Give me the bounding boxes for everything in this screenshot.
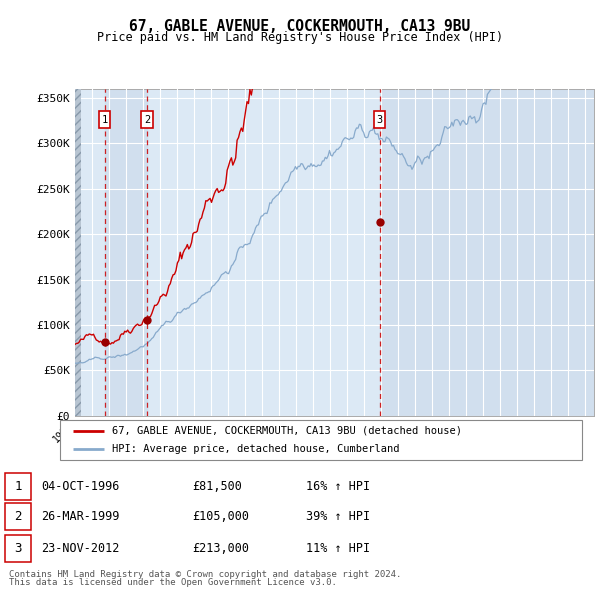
FancyBboxPatch shape — [142, 111, 152, 128]
Text: 1: 1 — [101, 114, 108, 124]
FancyBboxPatch shape — [60, 420, 582, 460]
Text: Price paid vs. HM Land Registry's House Price Index (HPI): Price paid vs. HM Land Registry's House … — [97, 31, 503, 44]
Text: 1: 1 — [14, 480, 22, 493]
Bar — [105, 88, 147, 416]
Bar — [380, 88, 594, 416]
Text: 3: 3 — [14, 542, 22, 555]
Text: £81,500: £81,500 — [192, 480, 242, 493]
Text: 23-NOV-2012: 23-NOV-2012 — [41, 542, 119, 555]
Text: 26-MAR-1999: 26-MAR-1999 — [41, 510, 119, 523]
Text: 67, GABLE AVENUE, COCKERMOUTH, CA13 9BU (detached house): 67, GABLE AVENUE, COCKERMOUTH, CA13 9BU … — [112, 426, 462, 436]
Bar — [75, 88, 81, 416]
Text: 2: 2 — [14, 510, 22, 523]
Text: 2: 2 — [144, 114, 150, 124]
Text: 3: 3 — [376, 114, 383, 124]
FancyBboxPatch shape — [374, 111, 385, 128]
Text: £213,000: £213,000 — [192, 542, 249, 555]
Text: 39% ↑ HPI: 39% ↑ HPI — [306, 510, 370, 523]
Text: HPI: Average price, detached house, Cumberland: HPI: Average price, detached house, Cumb… — [112, 444, 400, 454]
Text: 11% ↑ HPI: 11% ↑ HPI — [306, 542, 370, 555]
FancyBboxPatch shape — [99, 111, 110, 128]
Text: This data is licensed under the Open Government Licence v3.0.: This data is licensed under the Open Gov… — [9, 578, 337, 587]
Text: £105,000: £105,000 — [192, 510, 249, 523]
Text: 16% ↑ HPI: 16% ↑ HPI — [306, 480, 370, 493]
Text: 67, GABLE AVENUE, COCKERMOUTH, CA13 9BU: 67, GABLE AVENUE, COCKERMOUTH, CA13 9BU — [130, 19, 470, 34]
Text: 04-OCT-1996: 04-OCT-1996 — [41, 480, 119, 493]
Text: Contains HM Land Registry data © Crown copyright and database right 2024.: Contains HM Land Registry data © Crown c… — [9, 571, 401, 579]
